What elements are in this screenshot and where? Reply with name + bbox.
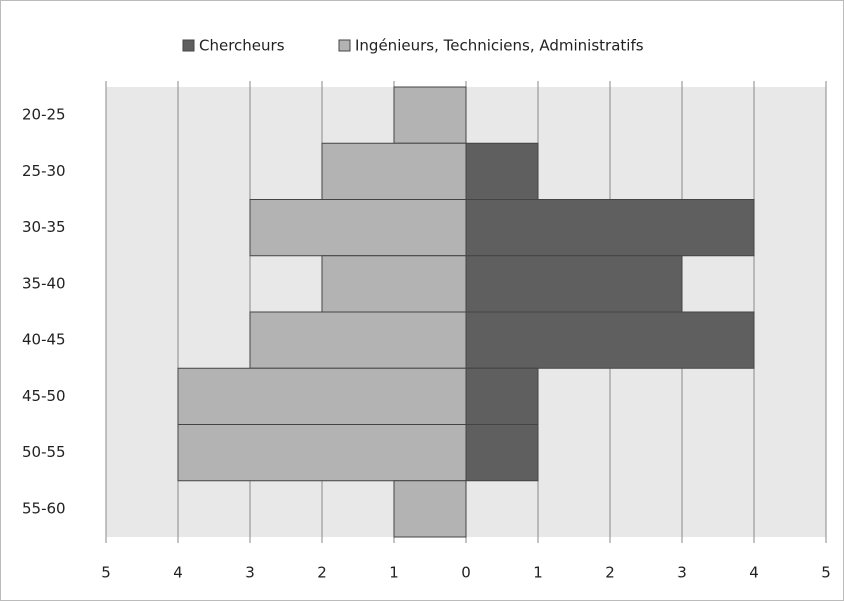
bar — [465, 311, 755, 369]
y-tick-label: 20-25 — [22, 106, 66, 124]
bar — [177, 424, 467, 482]
y-tick-label: 40-45 — [22, 331, 66, 349]
bar — [465, 142, 539, 200]
x-tick-label: 4 — [749, 564, 759, 582]
bar — [465, 255, 683, 313]
bar — [465, 424, 539, 482]
x-tick-label: 5 — [101, 564, 111, 582]
bar — [177, 367, 467, 425]
bar — [249, 311, 467, 369]
x-tick-label: 4 — [173, 564, 183, 582]
y-tick-label: 25-30 — [22, 162, 66, 180]
bar — [393, 480, 467, 538]
x-tick-label: 2 — [605, 564, 615, 582]
y-tick-label: 35-40 — [22, 274, 66, 292]
legend-label: Chercheurs — [199, 37, 285, 55]
bar — [321, 142, 467, 200]
legend-swatch — [182, 39, 195, 52]
x-tick-label: 3 — [245, 564, 255, 582]
legend-label: Ingénieurs, Techniciens, Administratifs — [355, 37, 644, 55]
bar — [321, 255, 467, 313]
y-tick-label: 55-60 — [22, 499, 66, 517]
bar — [465, 367, 539, 425]
x-tick-label: 5 — [821, 564, 831, 582]
x-tick-label: 2 — [317, 564, 327, 582]
bar — [249, 199, 467, 257]
bar — [465, 199, 755, 257]
y-tick-label: 45-50 — [22, 387, 66, 405]
x-tick-label: 3 — [677, 564, 687, 582]
y-tick-label: 30-35 — [22, 218, 66, 236]
bar — [393, 86, 467, 144]
x-tick-label: 1 — [533, 564, 543, 582]
legend-swatch — [338, 39, 351, 52]
y-tick-label: 50-55 — [22, 443, 66, 461]
x-tick-label: 0 — [461, 564, 471, 582]
x-tick-label: 1 — [389, 564, 399, 582]
